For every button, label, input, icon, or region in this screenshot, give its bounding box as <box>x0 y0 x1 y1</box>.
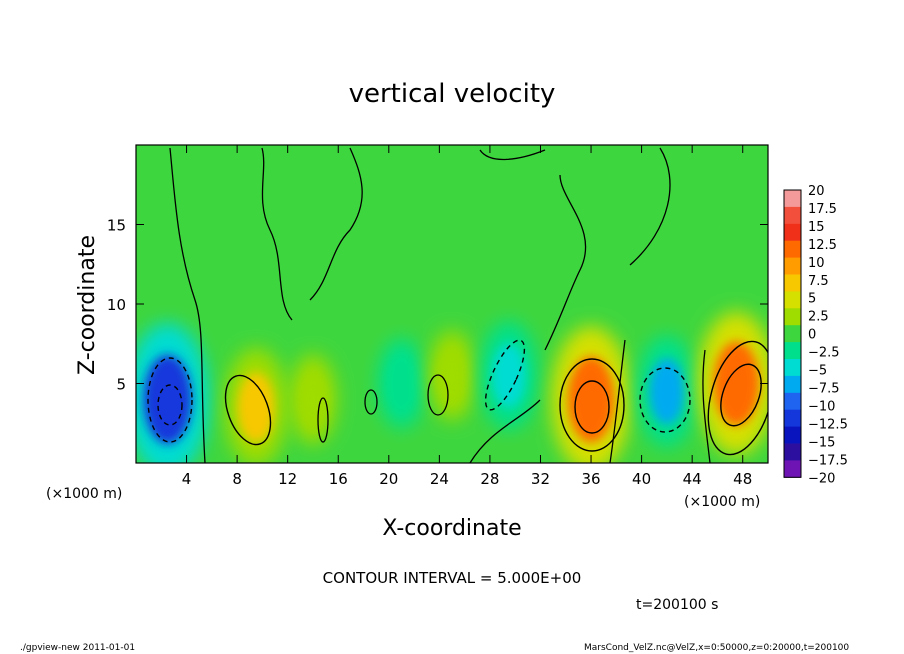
colorbar-label: −7.5 <box>808 382 840 397</box>
colorbar-label: 12.5 <box>808 238 837 253</box>
colorbar-label: 7.5 <box>808 274 829 289</box>
colorbar-swatch <box>784 257 801 275</box>
colorbar-label: 17.5 <box>808 202 837 217</box>
footer-left: ./gpview-new 2011-01-01 <box>20 643 136 653</box>
colorbar-label: 2.5 <box>808 310 829 325</box>
x-tick-label: 28 <box>480 470 499 488</box>
colorbar-swatch <box>784 375 801 394</box>
velocity-feature <box>713 341 759 426</box>
contour-interval-label: CONTOUR INTERVAL = 5.000E+00 <box>323 569 582 587</box>
x-tick-label: 32 <box>531 470 550 488</box>
colorbar-swatch <box>784 325 801 343</box>
y-tick-label: 15 <box>107 217 126 235</box>
colorbar-label: 0 <box>808 328 816 343</box>
contour-lines <box>169 147 711 463</box>
velocity-field <box>136 311 768 463</box>
footer-right: MarsCond_VelZ.nc@VelZ,x=0:50000,z=0:2000… <box>584 643 850 653</box>
x-tick-label: 8 <box>232 470 242 488</box>
colorbar-label: 5 <box>808 292 816 307</box>
x-tick-label: 36 <box>581 470 600 488</box>
colorbar-swatch <box>784 359 801 377</box>
velocity-feature <box>438 349 466 403</box>
x-tick-label: 44 <box>683 470 702 488</box>
time-label: t=200100 s <box>636 597 718 613</box>
x-unit-right: (×1000 m) <box>684 494 760 510</box>
colorbar-label: 15 <box>808 220 825 235</box>
colorbar-swatch <box>784 190 801 208</box>
y-tick-label: 10 <box>107 296 126 314</box>
x-tick-label: 24 <box>430 470 449 488</box>
colorbar-swatch <box>784 392 801 411</box>
colorbar-swatch <box>784 291 801 309</box>
colorbar-swatch <box>784 206 801 225</box>
colorbar-label: −12.5 <box>808 417 848 432</box>
colorbar-swatch <box>784 409 801 428</box>
velocity-feature <box>649 358 685 425</box>
colorbar-swatch <box>784 342 801 360</box>
colorbar-label: 10 <box>808 256 825 271</box>
colorbar-frame <box>783 189 802 478</box>
colorbar-swatch <box>784 308 801 326</box>
colorbar-swatch <box>784 426 801 444</box>
colorbar-label: 20 <box>808 184 825 199</box>
extremum-contours <box>147 339 768 456</box>
y-axis: 5 10 15 <box>107 217 768 394</box>
velocity-feature <box>237 372 275 442</box>
velocity-feature <box>567 356 615 443</box>
colorbar-swatch <box>784 223 801 242</box>
colorbar-swatch <box>784 443 801 461</box>
x-axis-label: X-coordinate <box>382 516 521 541</box>
colorbar-label: −17.5 <box>808 453 848 468</box>
colorbar-label: −15 <box>808 435 835 450</box>
x-tick-label: 20 <box>379 470 398 488</box>
colorbar-swatch <box>784 274 801 292</box>
y-axis-label: Z-coordinate <box>75 235 100 375</box>
y-tick-label: 5 <box>116 376 126 394</box>
x-tick-label: 48 <box>733 470 752 488</box>
colorbar-label: −5 <box>808 364 827 379</box>
colorbar-label: −2.5 <box>808 346 840 361</box>
colorbar-label: −10 <box>808 399 835 414</box>
colorbar-swatch <box>784 460 801 478</box>
colorbar-label: −20 <box>808 471 835 486</box>
x-axis: 4 8 12 16 20 24 28 32 36 40 44 48 <box>182 145 752 488</box>
x-tick-label: 12 <box>278 470 297 488</box>
velocity-feature <box>143 354 192 445</box>
x-tick-label: 16 <box>329 470 348 488</box>
chart-title: vertical velocity <box>349 79 556 109</box>
x-tick-label: 40 <box>632 470 651 488</box>
x-tick-label: 4 <box>182 470 192 488</box>
colorbar-swatch <box>784 240 801 259</box>
velocity-feature <box>299 372 327 426</box>
velocity-feature <box>492 343 526 408</box>
velocity-feature <box>387 357 416 410</box>
colorbar: 20 17.5 15 12.5 10 7.5 5 2.5 0 −2.5 −5 −7.5 −10 −12.5… <box>783 184 848 486</box>
x-unit-left: (×1000 m) <box>46 486 122 502</box>
